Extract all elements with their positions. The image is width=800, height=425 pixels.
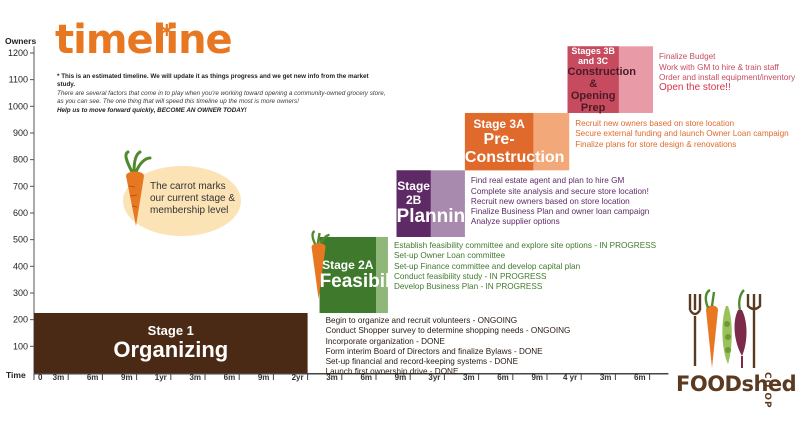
disclaimer-line-2: There are several factors that come in t… xyxy=(57,89,386,106)
task-item: Conduct feasibility study - IN PROGRESS xyxy=(393,271,547,281)
organizing-stage-label: Stage 1 Organizing xyxy=(34,313,308,373)
x-tick-label: 6m xyxy=(87,373,99,382)
organizing-stage-block xyxy=(34,312,308,373)
x-tick-label: 3yr xyxy=(428,373,440,382)
task-item: Recruit new owners based on store locati… xyxy=(470,196,630,206)
stage-subtitle: Planning xyxy=(397,206,477,228)
current-stage-carrot-icon xyxy=(311,229,330,299)
y-tick-label: 1000 xyxy=(8,101,28,111)
stage-subtitle: Construction & Opening Prep xyxy=(567,65,636,114)
task-item: Finalize Budget xyxy=(659,52,716,62)
feasibility-stage-block xyxy=(319,236,376,313)
x-tick-label: 6m xyxy=(497,373,509,382)
x-tick-label: 9m xyxy=(395,373,407,382)
foodshed-logo-text: FOODshed xyxy=(676,372,797,396)
organizing-task-list: Begin to organize and recruit volunteers… xyxy=(326,316,571,378)
task-item: Establish feasibility committee and expl… xyxy=(393,240,657,250)
task-item: Set-up Finance committee and develop cap… xyxy=(393,261,581,271)
planning-task-list: Find real estate agent and plan to hire … xyxy=(471,176,649,227)
y-tick-label: 900 xyxy=(13,128,28,138)
title-asterisk: * xyxy=(160,20,174,50)
stage-subtitle: Pre-Construction xyxy=(464,131,565,166)
x-tick-label: 9m xyxy=(258,373,270,382)
timeline-disclaimer: * This is an estimated timeline. We will… xyxy=(57,73,387,115)
task-item: Begin to organize and recruit volunteers… xyxy=(325,315,518,325)
disclaimer-call-to-action: Help us to move forward quickly, BECOME … xyxy=(57,106,247,114)
task-item: Order and install equipment/inventory xyxy=(659,72,796,82)
foodshed-logo-coop: CO OP xyxy=(762,372,772,409)
task-item: Develop Business Plan - IN PROGRESS xyxy=(393,282,543,292)
x-tick-label: 4 yr xyxy=(563,373,577,382)
x-tick-label: 3m xyxy=(600,373,612,382)
disclaimer-line-1: * This is an estimated timeline. We will… xyxy=(57,73,369,89)
task-item: Set-up financial and record-keeping syst… xyxy=(325,357,519,367)
stage-name: Stage 2B xyxy=(397,179,430,208)
x-tick-label: 9m xyxy=(121,373,133,382)
construction-stage-label: Stages 3B and 3C Construction & Opening P… xyxy=(567,45,636,114)
stage-subtitle: Organizing xyxy=(113,337,229,363)
stage-name: Stages 3B and 3C xyxy=(571,45,615,66)
x-axis-line xyxy=(34,373,669,375)
y-axis-title: Owners xyxy=(5,35,37,46)
x-tick-label: 2yr xyxy=(292,373,304,382)
preconstruction-stage-block xyxy=(464,112,534,171)
task-item: Finalize plans for store design & renova… xyxy=(575,139,737,149)
stage-subtitle: Feasibility xyxy=(319,270,413,292)
task-item: Complete site analysis and secure store … xyxy=(470,186,649,196)
x-tick-label: 0 xyxy=(38,373,43,382)
x-tick-label: 1yr xyxy=(155,373,167,382)
task-item: Work with GM to hire & train staff xyxy=(659,62,779,72)
stage-name: Stage 2A xyxy=(322,257,374,272)
x-tick-label: 3m xyxy=(326,373,338,382)
x-tick-label: 3m xyxy=(463,373,475,382)
planning-stage-label: Stage 2BPlanning xyxy=(397,170,477,237)
page-title: timeline xyxy=(55,17,233,63)
task-item: Set-up Owner Loan committee xyxy=(393,251,506,261)
task-item: Analyze supplier options xyxy=(470,217,560,227)
vegetables-fork-logo-icon xyxy=(688,288,762,368)
y-tick-label: 100 xyxy=(13,341,28,351)
preconstruction-task-list: Recruit new owners based on store locati… xyxy=(575,119,788,150)
construction-stage-block xyxy=(567,46,619,113)
y-tick-label: 500 xyxy=(13,235,28,245)
y-tick-label: 200 xyxy=(13,315,28,325)
feasibility-stage-label: Stage 2A Feasibility xyxy=(319,237,413,313)
task-item: Open the store!! xyxy=(659,82,731,94)
task-item: Launch first ownership drive - DONE xyxy=(325,367,459,377)
y-tick-label: 1200 xyxy=(8,48,28,58)
task-item: Incorporate organization - DONE xyxy=(325,336,445,346)
construction-task-list: Finalize Budget Work with GM to hire & tr… xyxy=(659,52,795,93)
task-item: Form interim Board of Directors and fina… xyxy=(325,346,543,356)
feasibility-task-list: Establish feasibility committee and expl… xyxy=(394,241,656,292)
y-tick-label: 300 xyxy=(13,288,28,298)
task-item: Recruit new owners based on store locati… xyxy=(575,118,735,128)
y-tick-label: 400 xyxy=(13,261,28,271)
y-tick-label: 1100 xyxy=(9,75,28,85)
carrot-note: The carrot marks our current stage & mem… xyxy=(150,181,236,216)
stage-name: Stage 1 xyxy=(147,323,194,339)
carrot-icon xyxy=(124,150,152,226)
x-tick-label: 6m xyxy=(224,373,236,382)
task-item: Secure external funding and launch Owner… xyxy=(575,129,789,139)
task-item: Find real estate agent and plan to hire … xyxy=(470,176,625,186)
task-item: Conduct Shopper survey to determine shop… xyxy=(325,326,571,336)
x-tick-label: 6m xyxy=(360,373,372,382)
y-tick-label: 700 xyxy=(13,181,28,191)
x-tick-label: 9m xyxy=(531,373,543,382)
x-axis-title: Time xyxy=(6,370,26,380)
x-tick-label: 6m xyxy=(634,373,646,382)
stage-name: Stage 3A xyxy=(473,117,525,132)
task-item: Finalize Business Plan and owner loan ca… xyxy=(470,207,650,217)
y-tick-label: 800 xyxy=(13,155,28,165)
x-tick-label: 3m xyxy=(189,373,201,382)
preconstruction-stage-label: Stage 3A Pre-Construction xyxy=(464,113,565,170)
x-tick-label: 3m xyxy=(53,373,65,382)
planning-stage-block xyxy=(396,170,431,237)
y-tick-label: 600 xyxy=(13,208,28,218)
